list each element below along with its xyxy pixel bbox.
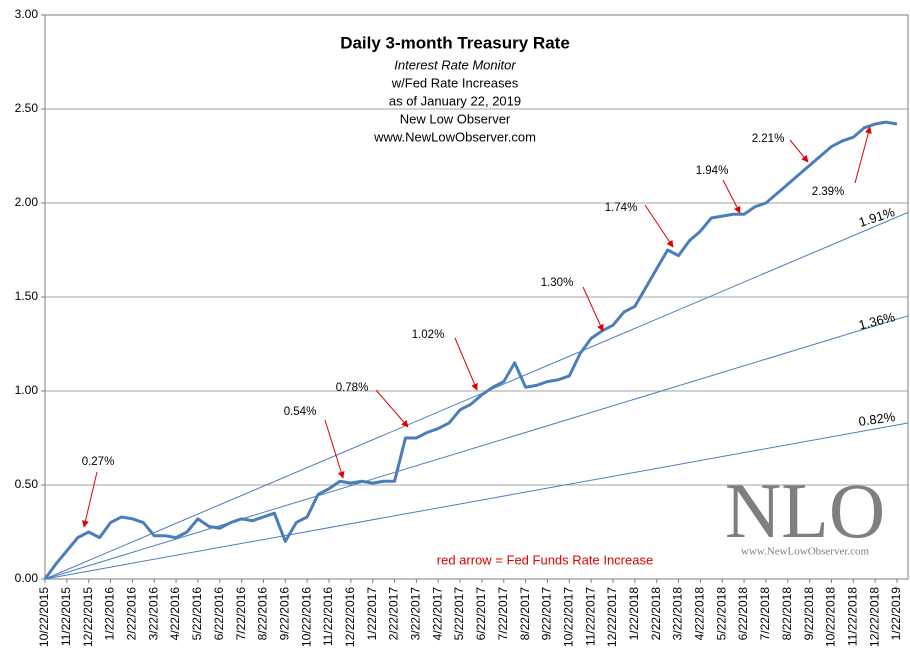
logo: NLO xyxy=(725,467,885,554)
x-tick-label: 6/22/2016 xyxy=(212,587,226,641)
x-tick-label: 1/22/2016 xyxy=(103,587,117,641)
x-tick-label: 4/22/2016 xyxy=(168,587,182,641)
x-tick-label: 6/22/2018 xyxy=(736,587,750,641)
x-tick-label: 5/22/2016 xyxy=(190,587,204,641)
arrow xyxy=(375,389,409,428)
arrow xyxy=(644,204,674,248)
subtitle: Interest Rate Monitor xyxy=(394,57,516,72)
x-tick-label: 8/22/2017 xyxy=(518,587,532,641)
annotation: 0.54% xyxy=(284,406,317,418)
x-tick-label: 3/22/2016 xyxy=(146,587,160,641)
chart-title: Daily 3-month Treasury Rate xyxy=(340,33,570,52)
x-tick-label: 1/22/2018 xyxy=(627,587,641,641)
x-tick-label: 12/22/2016 xyxy=(343,587,357,647)
x-tick-label: 3/22/2017 xyxy=(409,587,423,641)
annotation: 0.78% xyxy=(336,382,369,394)
y-tick-label: 0.50 xyxy=(15,477,39,491)
x-tick-label: 4/22/2018 xyxy=(693,587,707,641)
arrow xyxy=(82,471,98,528)
x-tick-label: 2/22/2016 xyxy=(125,587,139,641)
x-tick-label: 8/22/2018 xyxy=(780,587,794,641)
x-tick-label: 10/22/2017 xyxy=(561,587,575,647)
y-tick-label: 1.50 xyxy=(15,289,39,303)
x-tick-label: 5/22/2017 xyxy=(452,587,466,641)
x-tick-label: 8/22/2016 xyxy=(256,587,270,641)
x-tick-label: 10/22/2016 xyxy=(299,587,313,647)
trend-line xyxy=(44,422,909,580)
x-tick-label: 9/22/2016 xyxy=(277,587,291,641)
y-tick-label: 2.50 xyxy=(15,101,39,115)
annotation: 0.27% xyxy=(82,456,115,468)
trend-line xyxy=(44,315,909,580)
x-tick-label: 11/22/2016 xyxy=(321,587,335,646)
x-tick-label: 2/22/2018 xyxy=(649,587,663,641)
x-tick-label: 2/22/2017 xyxy=(387,587,401,641)
subtitle: as of January 22, 2019 xyxy=(389,93,521,108)
x-tick-label: 5/22/2018 xyxy=(714,587,728,641)
plot-frame xyxy=(44,14,909,580)
arrow xyxy=(854,126,872,184)
x-tick-label: 10/22/2015 xyxy=(37,587,51,647)
x-tick-label: 6/22/2017 xyxy=(474,587,488,641)
logo-url: www.NewLowObserver.com xyxy=(741,546,870,558)
x-tick-label: 11/22/2017 xyxy=(583,587,597,646)
subtitle: New Low Observer xyxy=(400,111,511,126)
annotation: 1.74% xyxy=(605,202,638,214)
x-tick-label: 4/22/2017 xyxy=(430,587,444,641)
arrow xyxy=(722,179,741,214)
x-tick-label: 1/22/2019 xyxy=(889,587,903,641)
arrow xyxy=(582,286,604,332)
x-tick-label: 11/22/2015 xyxy=(59,587,73,646)
subtitle: www.NewLowObserver.com xyxy=(373,129,536,144)
x-tick-label: 9/22/2018 xyxy=(802,587,816,641)
x-tick-label: 1/22/2017 xyxy=(365,587,379,641)
x-tick-label: 10/22/2018 xyxy=(824,587,838,647)
annotation: 1.30% xyxy=(541,277,574,289)
trend-label: 0.82% xyxy=(858,409,897,429)
x-tick-label: 9/22/2017 xyxy=(540,587,554,641)
x-tick-label: 12/22/2018 xyxy=(867,587,881,647)
subtitle: w/Fed Rate Increases xyxy=(391,75,519,90)
annotation: 2.21% xyxy=(752,133,785,145)
trend-line xyxy=(44,211,909,580)
x-tick-label: 7/22/2017 xyxy=(496,587,510,641)
arrow xyxy=(324,419,345,479)
arrow xyxy=(789,139,809,163)
x-tick-label: 7/22/2016 xyxy=(234,587,248,641)
x-tick-label: 12/22/2015 xyxy=(81,587,95,647)
y-tick-label: 3.00 xyxy=(15,7,39,21)
x-tick-label: 3/22/2018 xyxy=(671,587,685,641)
data-line xyxy=(43,120,898,580)
x-tick-label: 7/22/2018 xyxy=(758,587,772,641)
y-tick-label: 1.00 xyxy=(15,383,39,397)
legend-note: red arrow = Fed Funds Rate Increase xyxy=(437,552,653,567)
arrow xyxy=(454,337,478,391)
y-tick-label: 0.00 xyxy=(15,571,39,585)
x-tick-label: 11/22/2018 xyxy=(845,587,859,646)
y-tick-label: 2.00 xyxy=(15,195,39,209)
annotation: 2.39% xyxy=(812,186,845,198)
annotation: 1.94% xyxy=(696,165,729,177)
annotation: 1.02% xyxy=(412,329,445,341)
x-tick-label: 12/22/2017 xyxy=(605,587,619,647)
